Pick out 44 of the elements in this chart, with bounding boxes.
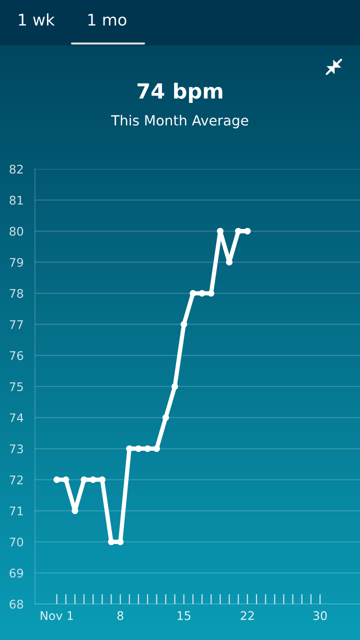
point xyxy=(80,476,88,484)
x-tick-label: 30 xyxy=(313,611,327,620)
y-tick-label: 79 xyxy=(10,258,24,267)
point xyxy=(172,383,178,390)
y-tick-label: 77 xyxy=(10,320,23,329)
point xyxy=(108,538,115,546)
point xyxy=(162,414,170,421)
point xyxy=(126,445,133,452)
x-tick-label: 15 xyxy=(178,611,190,620)
point xyxy=(244,228,251,234)
point xyxy=(90,476,96,484)
x-tick-label: 8 xyxy=(117,611,124,620)
point xyxy=(198,290,206,297)
y-tick-label: 78 xyxy=(10,289,24,298)
point xyxy=(180,321,188,328)
point xyxy=(235,228,242,234)
point xyxy=(144,445,151,452)
point xyxy=(117,538,124,546)
point xyxy=(190,290,196,297)
x-tick-label: 22 xyxy=(240,611,254,620)
text: 1 mo xyxy=(88,14,126,26)
chart-subtitle: This Month Average xyxy=(111,114,248,128)
y-tick-label: 68 xyxy=(10,600,24,609)
x-tick-label: Nov 1 xyxy=(40,611,73,620)
y-tick-label: 72 xyxy=(10,475,23,484)
y-tick-label: 70 xyxy=(10,538,24,547)
y-tick-label: 80 xyxy=(10,226,24,236)
y-tick-label: 81 xyxy=(10,196,23,205)
y-tick-label: 75 xyxy=(10,382,23,392)
point xyxy=(53,476,60,484)
text: 1 wk xyxy=(18,13,55,26)
point xyxy=(216,228,224,234)
point xyxy=(208,290,214,297)
point xyxy=(62,476,70,484)
y-tick-label: 71 xyxy=(10,506,23,516)
point xyxy=(98,476,106,484)
y-tick-label: 74 xyxy=(10,413,24,422)
y-tick-label: 82 xyxy=(10,164,23,174)
y-tick-label: 73 xyxy=(10,444,23,454)
point xyxy=(135,445,142,452)
chart-title: 74 bpm xyxy=(138,82,222,103)
point xyxy=(153,445,160,452)
y-tick-label: 69 xyxy=(10,568,24,578)
y-tick-label: 76 xyxy=(10,351,24,360)
